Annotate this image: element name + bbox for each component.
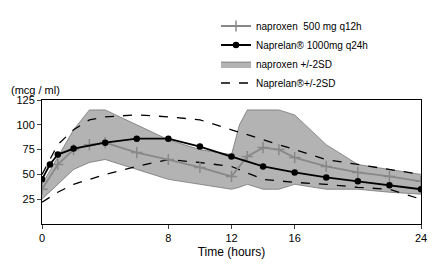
svg-text:125: 125 (16, 94, 34, 106)
svg-text:25: 25 (23, 193, 35, 205)
svg-text:Naprelan® 1000mg q24h: Naprelan® 1000mg q24h (256, 40, 368, 51)
svg-text:16: 16 (289, 232, 301, 244)
svg-text:Time (hours): Time (hours) (198, 245, 266, 259)
svg-text:naproxen +/-2SD: naproxen +/-2SD (256, 59, 332, 70)
svg-text:8: 8 (165, 232, 171, 244)
svg-text:50: 50 (23, 168, 35, 180)
svg-text:12: 12 (225, 232, 237, 244)
svg-text:24: 24 (415, 232, 427, 244)
svg-text:0: 0 (39, 232, 45, 244)
svg-text:100: 100 (16, 119, 34, 131)
svg-text:75: 75 (23, 143, 35, 155)
svg-text:naproxen 500 mg q12h: naproxen 500 mg q12h (256, 21, 362, 32)
svg-text:(mcg / ml): (mcg / ml) (11, 84, 60, 96)
svg-text:Naprelan®+/-2SD: Naprelan®+/-2SD (256, 78, 335, 89)
